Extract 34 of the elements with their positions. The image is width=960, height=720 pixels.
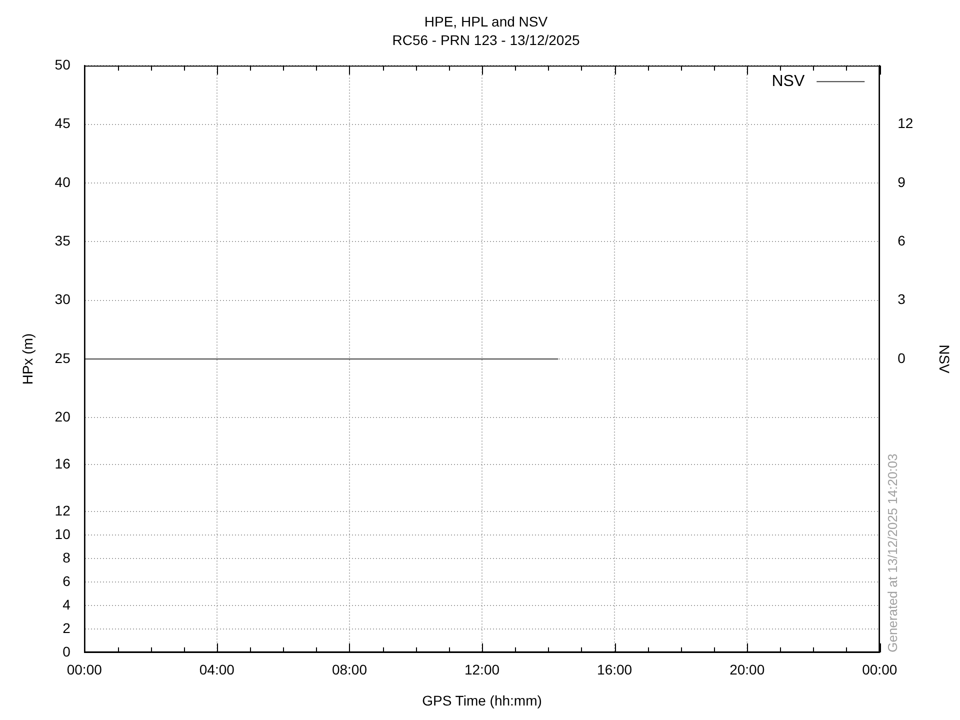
legend-label: NSV [772, 73, 805, 90]
y-tick-label: 20 [54, 408, 71, 425]
chart-title: HPE, HPL and NSV [424, 13, 548, 30]
y-tick-label: 25 [54, 350, 71, 366]
y-tick-label: 35 [54, 232, 71, 248]
text: Generated at 13/12/2025 14:20:03 [885, 454, 900, 652]
y-tick-label: 2 [62, 620, 71, 636]
y2-tick-label: 9 [898, 174, 906, 190]
y-axis-title: HPx (m) [19, 333, 36, 385]
y2-tick-label: 0 [898, 350, 906, 366]
y-tick-label: 16 [54, 455, 71, 472]
y-tick-label: 30 [54, 291, 71, 308]
x-tick-label: 08:00 [332, 662, 368, 678]
x-tick-label: 00:00 [862, 662, 898, 678]
x-axis-title: GPS Time (hh:mm) [422, 692, 542, 708]
y2-axis-title: NSV [936, 344, 953, 374]
y-tick-label: 0 [62, 643, 71, 660]
y-tick-label: 45 [54, 115, 71, 132]
x-tick-label: 04:00 [199, 662, 235, 678]
x-tick-label: 00:00 [66, 662, 102, 678]
y2-tick-label: 3 [898, 291, 906, 308]
y-tick-label: 50 [54, 56, 71, 72]
y2-tick-label: 6 [898, 232, 906, 248]
y-tick-label: 10 [54, 526, 71, 542]
y2-tick-label: 12 [898, 115, 914, 132]
x-tick-label: 20:00 [730, 662, 765, 678]
x-tick-label: 12:00 [464, 662, 500, 678]
x-tick-label: 16:00 [597, 662, 632, 678]
y-tick-label: 12 [54, 502, 71, 518]
chart-subtitle: RC56 - PRN 123 - 13/12/2025 [392, 32, 580, 48]
y-tick-label: 6 [62, 572, 71, 589]
y-tick-label: 40 [54, 174, 71, 190]
y-tick-label: 8 [62, 549, 71, 566]
y-tick-label: 4 [62, 596, 71, 612]
